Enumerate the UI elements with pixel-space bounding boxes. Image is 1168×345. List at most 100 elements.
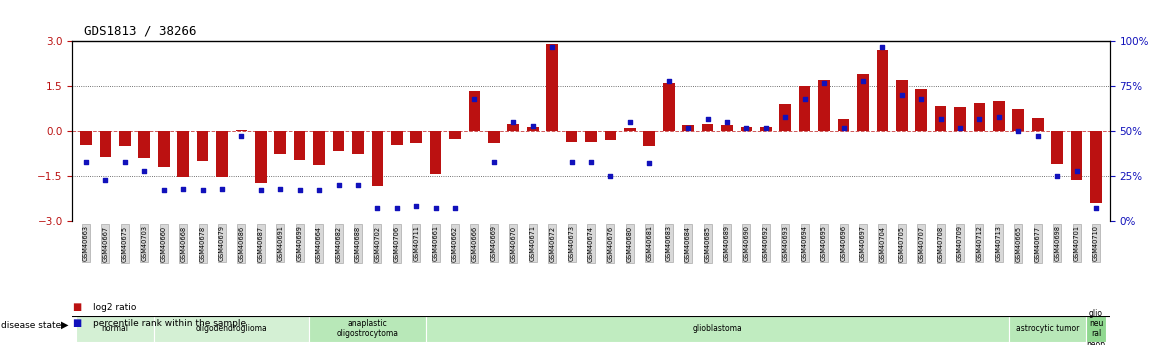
- Bar: [954, 107, 966, 131]
- Text: disease state: disease state: [1, 321, 62, 330]
- Point: [485, 159, 503, 164]
- Text: GSM40705: GSM40705: [898, 226, 905, 262]
- Bar: [488, 131, 500, 143]
- Text: GSM40701: GSM40701: [1073, 226, 1079, 262]
- Text: GSM40689: GSM40689: [724, 226, 730, 262]
- Point: [446, 206, 465, 211]
- Text: GSM40685: GSM40685: [704, 226, 710, 262]
- Bar: [565, 131, 577, 141]
- Bar: [216, 131, 228, 177]
- Bar: [236, 130, 248, 131]
- Bar: [139, 131, 151, 158]
- Bar: [682, 125, 694, 131]
- Text: ▶: ▶: [61, 320, 68, 330]
- Bar: [1009, 316, 1086, 342]
- Point: [1068, 168, 1086, 173]
- Point: [329, 182, 348, 188]
- Point: [348, 182, 367, 188]
- Point: [698, 116, 717, 121]
- Point: [523, 123, 542, 128]
- Text: GSM40704: GSM40704: [880, 226, 885, 262]
- Bar: [857, 74, 869, 131]
- Text: GSM40693: GSM40693: [783, 226, 788, 261]
- Text: GSM40682: GSM40682: [335, 226, 341, 262]
- Text: GSM40677: GSM40677: [1035, 226, 1041, 262]
- Point: [1086, 206, 1105, 211]
- Bar: [119, 131, 131, 146]
- Bar: [274, 131, 286, 154]
- Point: [776, 114, 794, 119]
- Text: GSM40660: GSM40660: [161, 226, 167, 262]
- Bar: [371, 131, 383, 186]
- Bar: [158, 131, 169, 167]
- Bar: [81, 131, 92, 145]
- Text: GSM40671: GSM40671: [530, 226, 536, 262]
- Text: glio
neu
ral
neop: glio neu ral neop: [1086, 308, 1105, 345]
- Point: [310, 188, 328, 193]
- Text: GSM40687: GSM40687: [258, 226, 264, 262]
- Bar: [450, 131, 461, 139]
- Point: [931, 116, 950, 121]
- Bar: [876, 50, 888, 131]
- Text: GSM40661: GSM40661: [432, 226, 439, 262]
- Point: [135, 168, 154, 173]
- Bar: [294, 131, 306, 159]
- Bar: [1051, 131, 1063, 164]
- Bar: [993, 101, 1004, 131]
- Bar: [333, 131, 345, 150]
- Text: GSM40691: GSM40691: [277, 226, 284, 261]
- Point: [543, 44, 562, 50]
- Text: glioblastoma: glioblastoma: [693, 324, 742, 333]
- Text: normal: normal: [102, 324, 128, 333]
- Text: GSM40681: GSM40681: [646, 226, 652, 262]
- Bar: [779, 104, 791, 131]
- Text: anaplastic
oligostrocytoma: anaplastic oligostrocytoma: [336, 319, 398, 338]
- Bar: [430, 131, 442, 175]
- Text: oligodendroglioma: oligodendroglioma: [196, 324, 267, 333]
- Bar: [605, 131, 617, 140]
- Bar: [99, 131, 111, 157]
- Text: GSM40712: GSM40712: [976, 226, 982, 262]
- Point: [406, 204, 425, 209]
- Bar: [507, 124, 519, 131]
- Point: [892, 92, 911, 98]
- Point: [116, 159, 134, 164]
- Text: GSM40672: GSM40672: [549, 226, 555, 262]
- Point: [679, 125, 697, 130]
- Point: [388, 206, 406, 211]
- Text: GSM40667: GSM40667: [103, 226, 109, 262]
- Bar: [624, 128, 635, 131]
- Text: GSM40662: GSM40662: [452, 226, 458, 262]
- Point: [912, 96, 931, 101]
- Bar: [310, 316, 426, 342]
- Text: GSM40706: GSM40706: [394, 226, 399, 262]
- Bar: [799, 86, 811, 131]
- Text: percentile rank within the sample: percentile rank within the sample: [93, 319, 246, 328]
- Text: GSM40710: GSM40710: [1093, 226, 1099, 262]
- Bar: [547, 45, 558, 131]
- Point: [989, 114, 1008, 119]
- Point: [426, 206, 445, 211]
- Point: [154, 188, 173, 193]
- Bar: [741, 127, 752, 131]
- Point: [815, 80, 834, 86]
- Text: log2 ratio: log2 ratio: [93, 303, 137, 312]
- Text: GSM40665: GSM40665: [1015, 226, 1021, 262]
- Bar: [391, 131, 403, 145]
- Point: [1009, 128, 1028, 134]
- Point: [834, 125, 853, 130]
- Point: [620, 119, 639, 125]
- Point: [602, 173, 620, 179]
- Text: GSM40696: GSM40696: [841, 226, 847, 262]
- Bar: [426, 316, 1009, 342]
- Text: GDS1813 / 38266: GDS1813 / 38266: [84, 25, 196, 38]
- Text: GSM40711: GSM40711: [413, 226, 419, 261]
- Bar: [178, 131, 189, 177]
- Bar: [974, 103, 986, 131]
- Bar: [1086, 316, 1106, 342]
- Text: GSM40680: GSM40680: [627, 226, 633, 262]
- Bar: [1031, 118, 1043, 131]
- Bar: [819, 80, 830, 131]
- Bar: [154, 316, 310, 342]
- Bar: [760, 127, 772, 131]
